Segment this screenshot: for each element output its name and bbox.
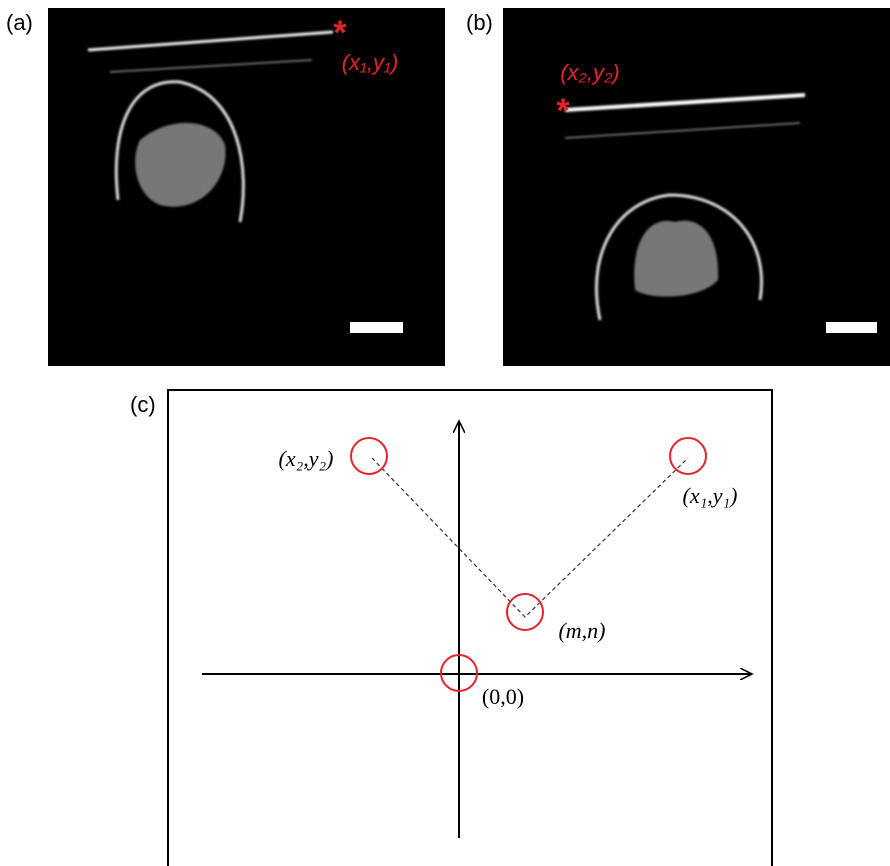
marker: * bbox=[333, 14, 347, 52]
dashed-lines bbox=[372, 458, 688, 617]
circles bbox=[351, 438, 706, 691]
scale-bar bbox=[826, 322, 877, 333]
marker: * bbox=[556, 92, 570, 130]
point-label: (m,n) bbox=[558, 618, 605, 643]
figure: (a) * (x₁,y₁) (b) * (x₂,y₂) (c) (x₂,y₂) … bbox=[0, 0, 890, 866]
point-label: (x₂,y₂) bbox=[279, 446, 334, 471]
point-label: (0,0) bbox=[482, 684, 524, 709]
diagram-frame bbox=[168, 390, 772, 866]
annotation: (x₂,y₂) bbox=[560, 60, 620, 85]
annotation: (x₁,y₁) bbox=[342, 50, 399, 75]
panel-label: (a) bbox=[6, 10, 33, 35]
panel-label: (b) bbox=[466, 10, 493, 35]
panel-label: (c) bbox=[130, 392, 156, 417]
scale-bar bbox=[350, 322, 403, 333]
point-label: (x₁,y₁) bbox=[683, 483, 738, 508]
